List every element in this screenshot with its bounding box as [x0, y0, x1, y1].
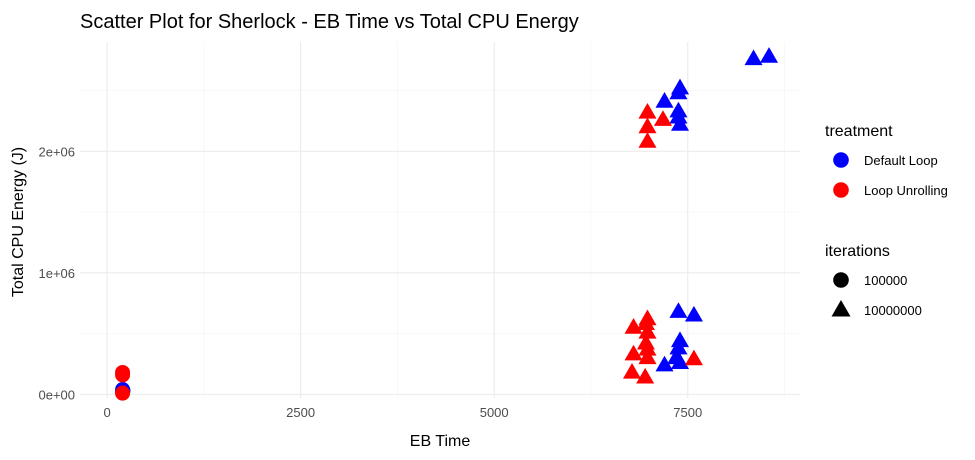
data-point	[655, 92, 674, 108]
data-point	[684, 305, 703, 322]
data-point	[684, 349, 703, 366]
data-point	[624, 344, 643, 361]
plot-panel: 0e+00 1e+06 2e+06 0 2500 5000 7500	[38, 42, 800, 420]
data-point	[638, 117, 657, 134]
legend-key	[833, 152, 849, 168]
data-point	[638, 132, 657, 148]
data-point	[638, 322, 657, 339]
x-axis-title: EB Time	[410, 433, 471, 450]
legend-label: 100000	[864, 273, 907, 288]
data-points	[115, 47, 779, 401]
data-point	[638, 102, 657, 119]
data-point	[115, 385, 131, 401]
chart-title: Scatter Plot for Sherlock - EB Time vs T…	[80, 11, 579, 33]
legend-label: 10000000	[864, 303, 922, 318]
data-point	[638, 348, 657, 365]
data-point	[669, 83, 688, 100]
y-tick-label: 1e+06	[38, 266, 75, 281]
data-point	[622, 362, 642, 379]
data-point	[669, 302, 688, 318]
data-point	[636, 367, 655, 384]
x-tick-label: 0	[103, 405, 110, 420]
legend-key	[831, 300, 851, 317]
y-axis-title: Total CPU Energy (J)	[10, 147, 27, 297]
data-point	[653, 110, 672, 126]
data-point	[669, 107, 688, 124]
legend-key	[833, 272, 849, 288]
legend-key	[833, 182, 849, 198]
data-point	[744, 49, 763, 66]
data-point	[115, 367, 131, 383]
x-tick-label: 7500	[673, 405, 702, 420]
data-point	[655, 355, 674, 372]
data-point	[669, 338, 688, 355]
x-tick-labels: 0 2500 5000 7500	[103, 405, 702, 420]
data-point	[760, 47, 779, 63]
x-tick-label: 2500	[286, 405, 315, 420]
y-tick-label: 2e+06	[38, 144, 75, 159]
legend-label: Loop Unrolling	[864, 183, 948, 198]
data-point	[670, 353, 690, 369]
y-tick-label: 0e+00	[38, 387, 75, 402]
legend-label: Default Loop	[864, 153, 938, 168]
x-tick-label: 5000	[480, 405, 509, 420]
legend-title: treatment	[825, 123, 893, 140]
grid-lines	[80, 42, 800, 398]
y-tick-labels: 0e+00 1e+06 2e+06	[38, 144, 75, 402]
legend-title: iterations	[825, 243, 890, 260]
data-point	[670, 331, 690, 348]
data-point	[638, 339, 657, 356]
data-point	[636, 314, 655, 331]
legend: treatment Default Loop Loop Unrolling itera…	[825, 123, 948, 318]
data-point	[670, 115, 690, 131]
